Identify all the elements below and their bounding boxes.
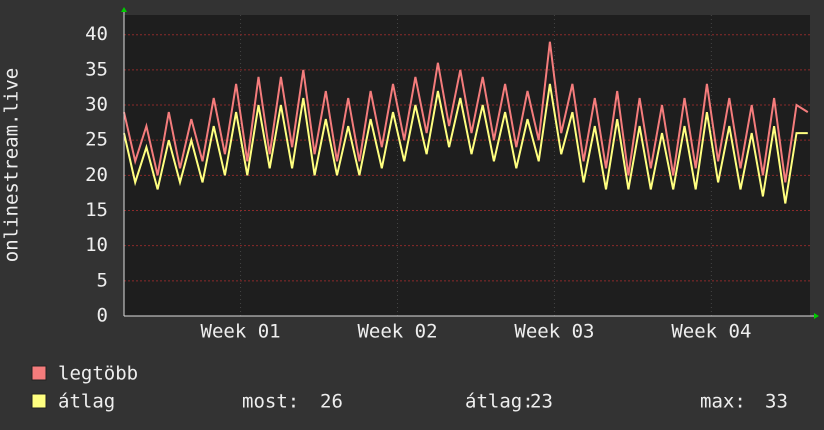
y-axis-label: onlinestream.live — [1, 68, 23, 262]
y-tick-label: 15 — [85, 199, 108, 221]
y-arrow — [121, 7, 127, 12]
series-line — [123, 41, 809, 183]
stat-value: 33 — [765, 391, 788, 413]
stat-label: most: — [242, 391, 299, 413]
y-tick-label: 20 — [85, 164, 108, 186]
legend-label: átlag — [58, 391, 115, 413]
y-tick-label: 30 — [85, 94, 108, 116]
stat-label: max: — [700, 391, 746, 413]
x-arrow — [814, 313, 819, 319]
stat-value: 26 — [320, 391, 343, 413]
legend-label: legtöbb — [58, 363, 138, 385]
y-tick-label: 10 — [85, 234, 108, 256]
legend-swatch — [31, 393, 47, 409]
x-tick-label: Week 03 — [514, 321, 594, 343]
y-tick-label: 25 — [85, 129, 108, 151]
stat-value: 23 — [530, 391, 553, 413]
stat-label: átlag: — [465, 391, 534, 413]
y-tick-label: 5 — [97, 269, 108, 291]
x-tick-label: Week 02 — [357, 321, 437, 343]
x-tick-label: Week 04 — [671, 321, 751, 343]
y-tick-label: 0 — [97, 305, 108, 327]
x-tick-label: Week 01 — [201, 321, 281, 343]
y-tick-label: 35 — [85, 58, 108, 80]
y-tick-label: 40 — [85, 23, 108, 45]
legend-swatch — [31, 365, 47, 381]
series-line — [123, 83, 808, 204]
